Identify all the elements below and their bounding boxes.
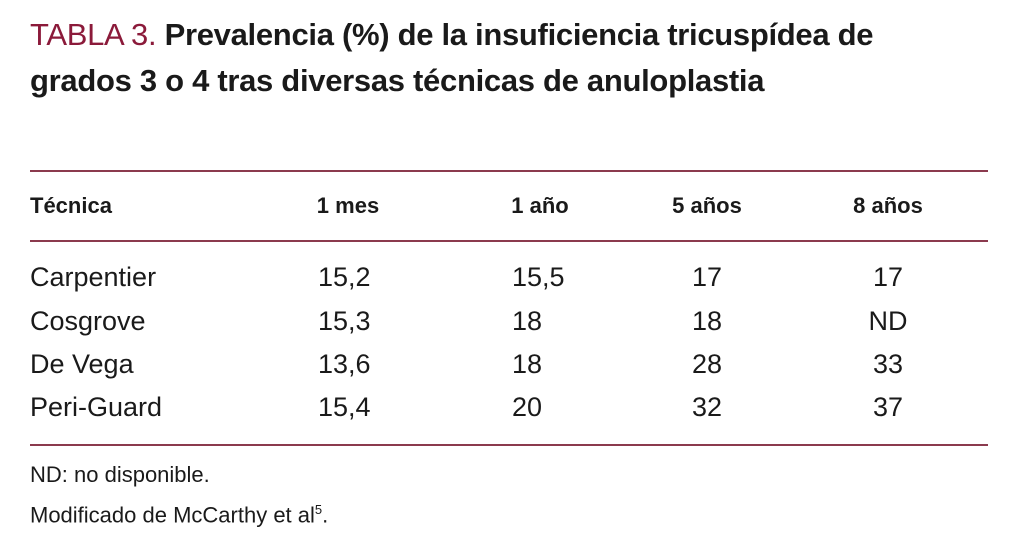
cell-value: 15,4: [318, 392, 371, 422]
cell-value: 18: [512, 349, 543, 379]
rule: [30, 240, 988, 242]
cell-value: 17: [872, 262, 904, 292]
cell-value: 20: [512, 392, 543, 422]
title-text: Prevalencia (%) de la insuficiencia tric…: [30, 17, 874, 98]
row-label: Peri-Guard: [30, 392, 163, 422]
cell-value: 15,2: [318, 262, 371, 292]
cell-value: 37: [872, 392, 904, 422]
row-label: Cosgrove: [30, 306, 146, 336]
cell-value: 18: [512, 306, 543, 336]
reference: 5: [314, 502, 323, 517]
cell-value: 28: [691, 349, 723, 379]
table-label: TABLA 3.: [30, 17, 157, 52]
cell-value: 17: [691, 262, 723, 292]
column-header: 1 mes: [316, 193, 380, 218]
cell-value: 15,5: [512, 262, 565, 292]
cell-value: 33: [872, 349, 904, 379]
footnote-end: .: [322, 502, 329, 528]
footnote: ND: no disponible.: [30, 462, 210, 487]
cell-value: 32: [691, 392, 723, 422]
footnote-text: Modificado de McCarthy et al: [30, 502, 315, 528]
cell-value: 15,3: [318, 306, 371, 336]
rule: [30, 170, 988, 172]
column-header: Técnica: [30, 193, 112, 218]
rule: [30, 444, 988, 446]
column-header: 5 años: [672, 193, 742, 218]
row-label: Carpentier: [30, 262, 157, 292]
row-label: De Vega: [30, 349, 134, 379]
table-title: TABLA 3. Prevalencia (%) de la insuficie…: [30, 12, 935, 104]
cell-value: 13,6: [318, 349, 371, 379]
column-header: 1 año: [511, 193, 569, 218]
cell-value: 18: [691, 306, 723, 336]
footnote: Modificado de McCarthy et al5.: [30, 502, 328, 528]
cell-value: ND: [868, 306, 908, 336]
column-header: 8 años: [853, 193, 923, 218]
